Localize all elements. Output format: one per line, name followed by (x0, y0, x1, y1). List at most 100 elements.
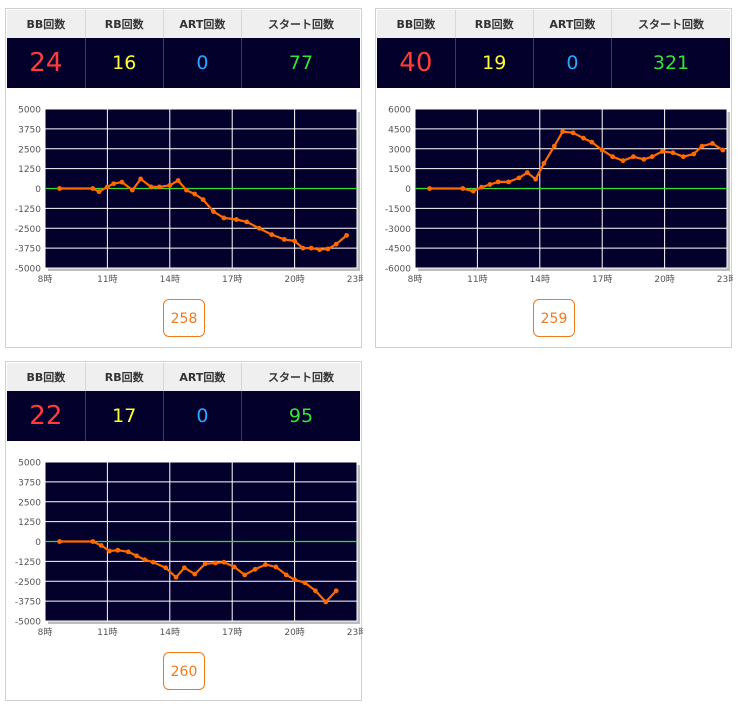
machine-card-2: BB回数 RB回数 ART回数 スタート回数 40 19 0 321 6000 4… (375, 8, 733, 348)
data-point (292, 577, 297, 583)
start-header: スタート回数 (611, 10, 730, 38)
data-point (479, 184, 484, 190)
data-point (233, 217, 239, 222)
data-point (641, 156, 647, 162)
data-point (427, 186, 432, 191)
data-point (98, 543, 104, 548)
data-point (524, 170, 530, 175)
data-point (699, 143, 705, 149)
data-point (142, 557, 148, 563)
bb-header: BB回数 (7, 10, 86, 38)
rb-count: 17 (85, 391, 164, 441)
y-tick-label: -4500 (385, 245, 411, 255)
start-header: スタート回数 (241, 363, 360, 391)
data-point (148, 184, 154, 190)
data-point (134, 553, 139, 559)
rb-header: RB回数 (85, 363, 164, 391)
machine-number-button[interactable]: 258 (163, 299, 205, 337)
data-point (649, 154, 655, 160)
y-tick-label: -3000 (385, 225, 411, 235)
data-point (175, 178, 181, 183)
data-point (157, 184, 162, 190)
x-tick-label: 17時 (592, 274, 612, 285)
start-count: 95 (241, 391, 360, 441)
data-point (192, 191, 198, 197)
y-tick-label: -2500 (15, 578, 41, 588)
data-point (560, 129, 566, 134)
y-tick-label: -1500 (385, 205, 411, 215)
data-point (115, 547, 121, 553)
y-tick-label: 3000 (388, 145, 411, 155)
bb-header: BB回数 (377, 10, 456, 38)
machine-card-3: BB回数 RB回数 ART回数 スタート回数 22 17 0 95 5000 37… (5, 361, 363, 701)
data-point (138, 176, 144, 182)
data-point (111, 181, 117, 187)
x-tick-label: 14時 (530, 274, 550, 285)
data-point (90, 186, 96, 191)
x-tick-label: 8時 (38, 274, 53, 285)
data-point (221, 215, 227, 221)
y-tick-label: -2500 (15, 225, 41, 235)
data-point (90, 539, 96, 544)
start-header: スタート回数 (241, 10, 360, 38)
data-point (119, 179, 125, 185)
data-point (105, 184, 110, 190)
rb-header: RB回数 (455, 10, 534, 38)
data-point (256, 225, 262, 231)
data-point (710, 141, 715, 146)
art-header: ART回数 (163, 363, 243, 391)
art-header: ART回数 (163, 10, 243, 38)
bb-count: 24 (7, 38, 86, 88)
data-point (333, 588, 339, 594)
machine-number-button[interactable]: 260 (163, 652, 205, 690)
data-point (192, 571, 198, 577)
data-point (125, 549, 131, 555)
y-tick-label: 0 (35, 185, 41, 195)
y-tick-label: 1250 (18, 165, 41, 175)
data-point (107, 548, 112, 554)
y-tick-label: 0 (405, 185, 411, 195)
data-point (263, 562, 268, 567)
y-tick-label: -1250 (15, 558, 41, 568)
data-point (581, 135, 586, 141)
y-tick-label: 3750 (18, 478, 41, 488)
data-point (570, 130, 576, 136)
rb-count: 19 (455, 38, 534, 88)
y-tick-label: 2500 (18, 498, 41, 508)
data-point (325, 246, 331, 252)
data-point (173, 574, 179, 580)
x-tick-label: 8時 (408, 274, 423, 285)
data-point (317, 247, 322, 253)
data-point (631, 154, 636, 160)
y-tick-label: 3750 (18, 125, 41, 135)
data-point (244, 219, 250, 225)
art-count: 0 (163, 391, 243, 441)
data-point (313, 588, 318, 594)
art-header: ART回数 (533, 10, 613, 38)
data-point (269, 232, 275, 238)
x-tick-label: 17時 (222, 627, 242, 638)
machine-number-button[interactable]: 259 (533, 299, 575, 337)
data-point (691, 151, 697, 157)
y-tick-label: -3750 (15, 245, 41, 255)
art-count: 0 (163, 38, 243, 88)
x-tick-label: 11時 (97, 274, 117, 285)
rb-header: RB回数 (85, 10, 164, 38)
x-tick-label: 14時 (160, 274, 180, 285)
data-point (200, 197, 206, 203)
data-point (610, 154, 615, 160)
x-tick-label: 8時 (38, 627, 53, 638)
data-point (620, 158, 626, 164)
data-point (541, 160, 547, 166)
data-point (308, 245, 314, 251)
y-tick-label: 5000 (18, 106, 41, 116)
data-point (292, 238, 297, 244)
data-point (96, 189, 102, 195)
y-tick-label: -6000 (385, 265, 411, 275)
y-tick-label: 5000 (18, 459, 41, 469)
x-tick-label: 23時 (347, 627, 363, 638)
x-tick-label: 20時 (284, 274, 304, 285)
data-point (57, 186, 62, 191)
